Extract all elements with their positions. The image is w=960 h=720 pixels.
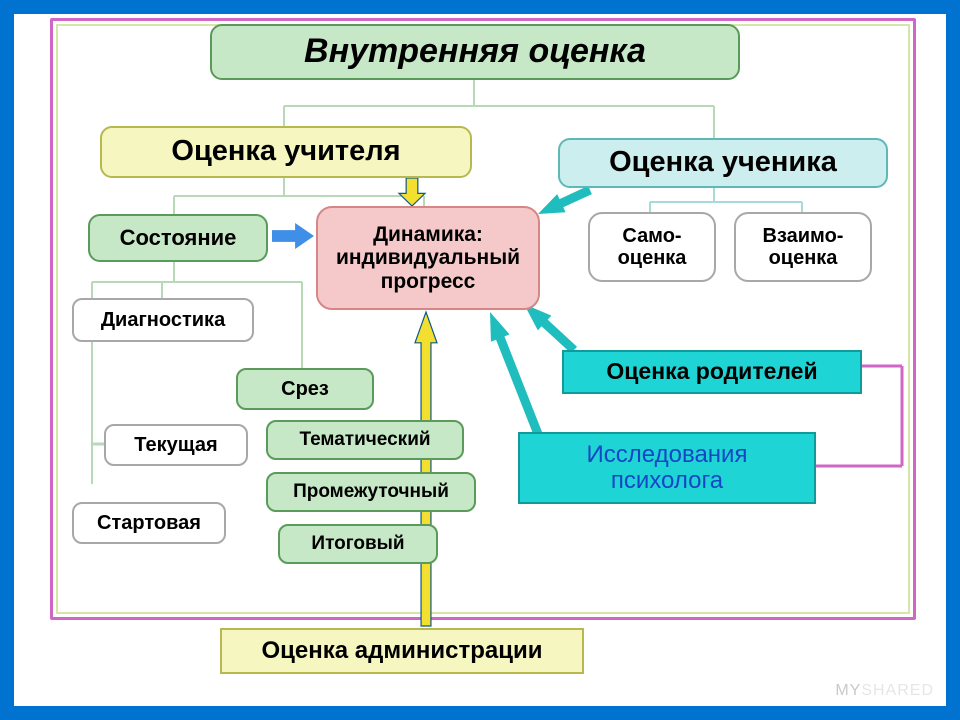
parents-eval-box: Оценка родителей	[562, 350, 862, 394]
title-box: Внутренняя оценка	[210, 24, 740, 80]
state-label: Состояние	[120, 226, 237, 250]
psych-research-box: Исследованияпсихолога	[518, 432, 816, 504]
student-label: Оценка ученика	[609, 147, 837, 179]
diagram-canvas: Внутренняя оценка Оценка учителя Оценка …	[14, 14, 946, 706]
title-label: Внутренняя оценка	[304, 33, 646, 70]
mutual-eval-box: Взаимо-оценка	[734, 212, 872, 282]
watermark: MYSHARED	[835, 682, 934, 700]
teacher-eval-box: Оценка учителя	[100, 126, 472, 178]
thematic-box: Тематический	[266, 420, 464, 460]
start-label: Стартовая	[97, 512, 201, 534]
mutual-label: Взаимо-оценка	[763, 225, 844, 269]
parents-label: Оценка родителей	[606, 359, 817, 384]
cut-label: Срез	[281, 378, 329, 400]
self-eval-box: Само-оценка	[588, 212, 716, 282]
dynamics-label: Динамика: индивидуальный прогресс	[326, 223, 530, 292]
state-box: Состояние	[88, 214, 268, 262]
diagnostics-box: Диагностика	[72, 298, 254, 342]
thematic-label: Тематический	[299, 430, 430, 451]
inter-label: Промежуточный	[293, 482, 449, 503]
student-eval-box: Оценка ученика	[558, 138, 888, 188]
teacher-label: Оценка учителя	[171, 136, 400, 168]
final-label: Итоговый	[311, 534, 404, 555]
admin-label: Оценка администрации	[261, 638, 542, 664]
start-box: Стартовая	[72, 502, 226, 544]
admin-eval-box: Оценка администрации	[220, 628, 584, 674]
self-label: Само-оценка	[618, 225, 687, 269]
cut-box: Срез	[236, 368, 374, 410]
intermediate-box: Промежуточный	[266, 472, 476, 512]
watermark-shared: SHARED	[861, 682, 934, 699]
dynamics-box: Динамика: индивидуальный прогресс	[316, 206, 540, 310]
page-frame: Внутренняя оценка Оценка учителя Оценка …	[0, 0, 960, 720]
psych-label: Исследованияпсихолога	[587, 442, 748, 495]
final-box: Итоговый	[278, 524, 438, 564]
current-label: Текущая	[134, 434, 217, 456]
diag-label: Диагностика	[101, 309, 225, 331]
current-box: Текущая	[104, 424, 248, 466]
watermark-my: MY	[835, 682, 861, 699]
